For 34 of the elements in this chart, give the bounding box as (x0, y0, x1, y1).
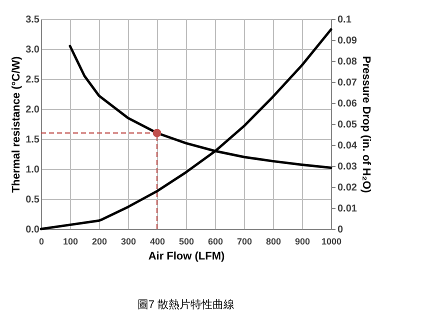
y2-tick-label: 0 (338, 224, 344, 236)
x-tick-label: 600 (208, 236, 224, 246)
y-tick-label: 3.5 (26, 14, 40, 26)
y2-tick-label: 0.01 (338, 204, 358, 214)
y2-tick-label: 0.03 (338, 162, 358, 172)
caption: 圖7 散熱片特性曲線 (137, 298, 235, 311)
y-tick-label: 0.5 (26, 194, 40, 206)
y2-tick-label: 0.1 (338, 14, 352, 26)
x-tick-label: 800 (266, 236, 282, 246)
y2-tick-label: 0.08 (338, 56, 358, 68)
x-tick-label: 900 (294, 236, 310, 246)
x-axis-title: Air Flow (LFM) (148, 250, 226, 262)
y-tick-label: 0.0 (26, 224, 40, 236)
y-axis-title: Thermal resistance (°C/W) (10, 56, 23, 193)
y2-tick-label: 0.09 (338, 36, 358, 46)
x-tick-label: 300 (120, 236, 136, 246)
y2-tick-label: 0.02 (338, 182, 358, 194)
y2-axis-title: Pressure Drop (in. of H₂O) (360, 56, 372, 194)
y-tick-label: 1.0 (26, 164, 40, 176)
y2-tick-label: 0.04 (338, 140, 358, 152)
x-tick-label: 200 (92, 236, 108, 246)
y2-tick-label: 0.07 (338, 78, 358, 88)
x-tick-label: 500 (178, 236, 194, 246)
y2-tick-label: 0.05 (338, 120, 358, 130)
x-tick-label: 0 (38, 236, 44, 246)
y2-tick-label: 0.06 (338, 98, 358, 110)
y-tick-label: 2.5 (26, 74, 40, 86)
y-tick-label: 1.5 (26, 134, 40, 146)
y-tick-label: 2.0 (26, 104, 40, 116)
x-tick-label: 100 (62, 236, 78, 246)
x-tick-label: 700 (236, 236, 252, 246)
x-tick-label: 400 (150, 236, 166, 246)
x-tick-label: 1000 (321, 236, 342, 246)
y-tick-label: 3.0 (26, 44, 40, 56)
